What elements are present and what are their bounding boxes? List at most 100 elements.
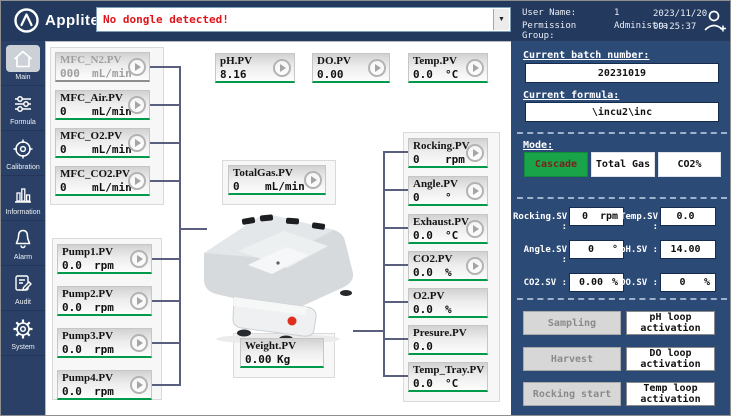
play-button[interactable] xyxy=(466,220,484,238)
pv-unit: °C xyxy=(445,68,459,81)
pv-value-row: 0.0 rpm xyxy=(62,343,147,356)
play-button[interactable] xyxy=(130,334,148,352)
play-button[interactable] xyxy=(130,250,148,268)
chevron-down-icon[interactable]: ▼ xyxy=(493,9,509,30)
pv-label: TotalGas.PV xyxy=(233,167,293,179)
play-button[interactable] xyxy=(128,134,146,152)
play-button[interactable] xyxy=(466,182,484,200)
play-button[interactable] xyxy=(128,172,146,190)
connector-line xyxy=(152,300,180,302)
audit-document-icon xyxy=(6,270,40,297)
pv-value-row: 0.0 rpm xyxy=(62,259,147,272)
batch-number-input[interactable]: 20231019 xyxy=(525,63,719,83)
pv-presure: Presure.PV 0.0 xyxy=(408,325,488,355)
pv-label: Pump2.PV xyxy=(62,288,114,300)
play-button[interactable] xyxy=(128,96,146,114)
sidebar-item-system[interactable]: System xyxy=(1,311,45,356)
co2-sv-input[interactable]: 0.00% xyxy=(569,273,624,292)
do-sv-input[interactable]: 0% xyxy=(660,273,716,292)
pv-value-row: 0.0% xyxy=(413,303,483,316)
sidebar-nav: Main Formula Calibration xyxy=(1,41,46,415)
mode-button-total-gas[interactable]: Total Gas xyxy=(591,152,655,177)
left-bus-line xyxy=(179,66,181,386)
formula-label: Current formula: xyxy=(523,90,620,101)
sidebar-item-label: Calibration xyxy=(6,164,40,171)
play-button[interactable] xyxy=(130,376,148,394)
sidebar-item-audit[interactable]: Audit xyxy=(1,266,45,311)
pv-o2: O2.PV 0.0% xyxy=(408,288,488,318)
play-button[interactable] xyxy=(368,59,386,77)
pv-angle: Angle.PV 0 ° xyxy=(408,176,488,206)
connector-line xyxy=(384,264,408,266)
pv-value: 0.0 xyxy=(413,229,433,242)
pv-exhaust: Exhaust.PV 0.0 °C xyxy=(408,214,488,244)
sidebar-item-formula[interactable]: Formula xyxy=(1,86,45,131)
sv-value: 0 xyxy=(581,211,588,222)
pv-rocking: Rocking.PV 0 rpm xyxy=(408,138,488,168)
connector-line xyxy=(384,338,408,340)
formula-value: \incu2\inc xyxy=(591,106,653,118)
angle-sv-label: Angle.SV : xyxy=(523,245,567,265)
home-icon xyxy=(6,45,40,72)
temp-loop-activation-button[interactable]: Temp loop activation xyxy=(626,382,715,406)
play-button[interactable] xyxy=(466,144,484,162)
play-button[interactable] xyxy=(304,171,322,189)
pv-unit: rpm xyxy=(445,153,465,166)
connector-line xyxy=(384,227,408,229)
mode-button-co2[interactable]: CO2% xyxy=(658,152,721,177)
pv-pump2: Pump2.PV 0.0 rpm xyxy=(57,286,152,316)
sv-unit: % xyxy=(611,277,618,288)
temp-sv-input[interactable]: 0.0 xyxy=(660,207,716,226)
pv-mfc-n2: MFC_N2.PV 000 mL/min xyxy=(55,52,150,82)
pv-pump1: Pump1.PV 0.0 rpm xyxy=(57,244,152,274)
sidebar-item-label: Formula xyxy=(10,119,36,126)
pv-value: 0.00 xyxy=(245,353,272,366)
pv-label: O2.PV xyxy=(413,290,445,302)
pv-value: 0.0 xyxy=(62,385,82,398)
alarm-message-combobox[interactable]: No dongle detected! ▼ xyxy=(96,7,511,32)
rocking-start-button[interactable]: Rocking start xyxy=(523,382,621,406)
sampling-button[interactable]: Sampling xyxy=(523,311,621,335)
pv-value-row: 0.0 rpm xyxy=(62,301,147,314)
pv-value: 0 xyxy=(60,143,67,156)
pv-unit: mL/min xyxy=(92,105,132,118)
pv-value: 0.0 xyxy=(413,377,433,390)
pv-value: 0.0 xyxy=(413,303,433,316)
play-button[interactable] xyxy=(466,257,484,275)
play-button[interactable] xyxy=(466,59,484,77)
rocking-sv-label: Rocking.SV : xyxy=(513,212,568,232)
batch-number-value: 20231019 xyxy=(597,67,647,79)
pv-value: 0 xyxy=(413,153,420,166)
sv-unit: ° xyxy=(611,244,618,255)
pv-totalgas: TotalGas.PV 0 mL/min xyxy=(228,165,326,195)
pv-label: MFC_N2.PV xyxy=(60,54,122,66)
play-button[interactable] xyxy=(273,59,291,77)
ph-loop-activation-button[interactable]: pH loop activation xyxy=(626,311,715,335)
angle-sv-input[interactable]: 0 ° xyxy=(569,240,624,259)
pv-unit: rpm xyxy=(94,343,114,356)
sidebar-item-calibration[interactable]: Calibration xyxy=(1,131,45,176)
sidebar-item-main[interactable]: Main xyxy=(1,41,45,86)
harvest-button[interactable]: Harvest xyxy=(523,347,621,371)
mode-button-cascade[interactable]: Cascade xyxy=(524,152,588,177)
sidebar-item-label: Audit xyxy=(15,299,31,306)
sidebar-item-alarm[interactable]: Alarm xyxy=(1,221,45,266)
device-feed-left-line xyxy=(179,228,207,230)
ph-sv-input[interactable]: 14.00 xyxy=(660,240,716,259)
user-add-icon[interactable] xyxy=(701,7,727,34)
pv-unit: % xyxy=(445,303,452,316)
divider xyxy=(517,298,727,300)
sidebar-item-information[interactable]: Information xyxy=(1,176,45,221)
do-loop-activation-button[interactable]: DO loop activation xyxy=(626,347,715,371)
pv-value-row: 8.16 xyxy=(220,68,290,81)
formula-input[interactable]: \incu2\inc xyxy=(525,102,719,122)
user-name-label: User Name: xyxy=(522,8,577,18)
user-name-value: 1 xyxy=(614,8,620,18)
pv-value-row: 0 ° xyxy=(413,191,483,204)
pv-weight: Weight.PV 0.00 Kg xyxy=(240,338,324,368)
rocking-sv-input[interactable]: 0 rpm xyxy=(569,207,624,226)
play-button[interactable] xyxy=(130,292,148,310)
divider xyxy=(517,132,727,134)
sv-value: 0 xyxy=(679,277,686,288)
play-button[interactable] xyxy=(128,58,146,76)
